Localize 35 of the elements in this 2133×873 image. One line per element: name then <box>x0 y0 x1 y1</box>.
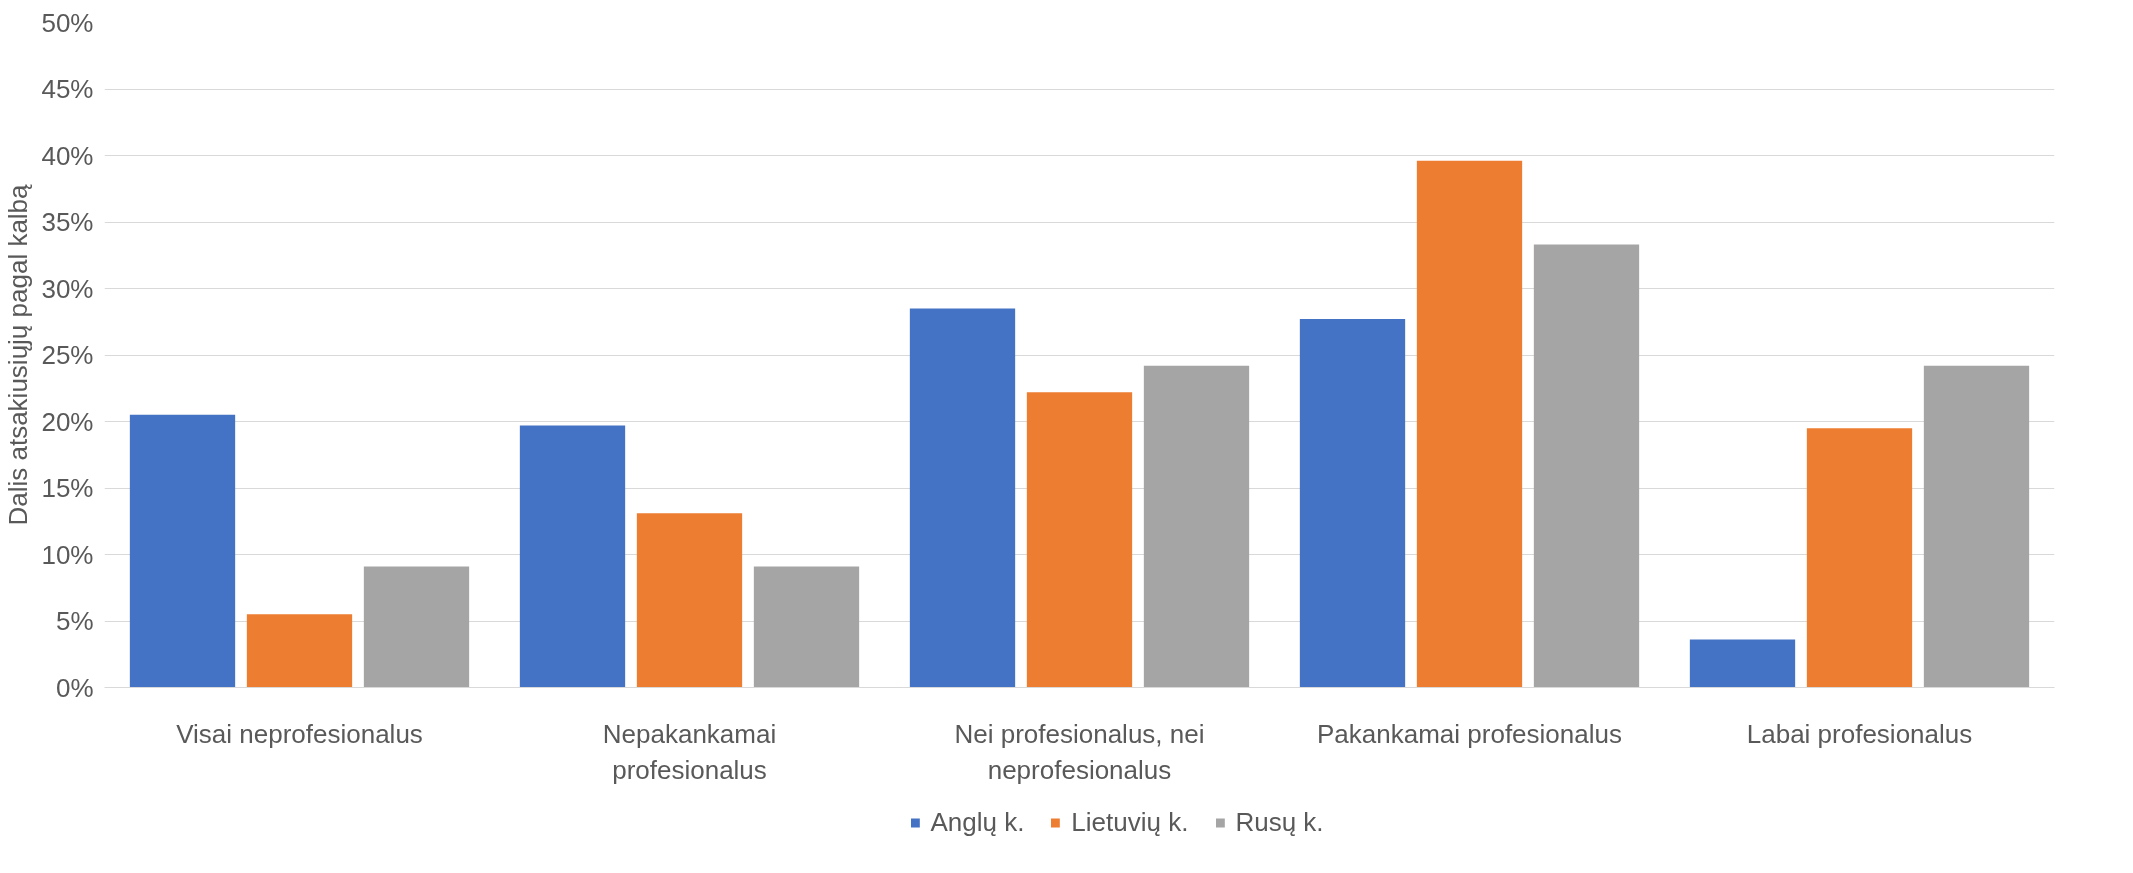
y-tick-label: 10% <box>41 539 94 570</box>
x-tick-label: Nei profesionalus, nei neprofesionalus <box>954 718 1205 785</box>
bar <box>1689 639 1796 688</box>
bar <box>519 425 626 688</box>
y-tick-label: 40% <box>41 140 94 171</box>
bar <box>1806 428 1913 688</box>
y-tick-label: 30% <box>41 273 94 304</box>
bar <box>1923 365 2030 688</box>
x-tick-label: Pakankamai profesionalus <box>1317 718 1622 749</box>
bar <box>1143 365 1250 688</box>
bar <box>1299 319 1406 688</box>
y-axis-title: Dalis atsakiusiųjų pagal kalbą <box>3 183 34 526</box>
y-tick-label: 0% <box>55 672 94 703</box>
y-tick-label: 25% <box>41 340 94 370</box>
bar <box>753 566 860 688</box>
bar <box>909 308 1016 688</box>
legend-label: Anglų k. <box>930 806 1025 838</box>
y-tick-label: 15% <box>41 473 94 503</box>
y-tick-label: 35% <box>41 207 94 237</box>
bar <box>363 566 470 688</box>
bar <box>1416 160 1523 688</box>
y-tick-label: 5% <box>55 606 94 636</box>
bar <box>1533 244 1640 688</box>
y-tick-label: 50% <box>41 7 94 38</box>
bar <box>246 614 353 688</box>
x-tick-label: Labai profesionalus <box>1746 718 1973 749</box>
bar <box>636 513 743 688</box>
y-tick-label: 20% <box>41 406 94 437</box>
bar <box>129 414 236 688</box>
y-tick-label: 45% <box>41 74 94 104</box>
legend-label: Rusų k. <box>1235 806 1324 838</box>
x-tick-label: Nepakankamai profesionalus <box>602 718 777 785</box>
legend-label: Lietuvių k. <box>1071 806 1189 838</box>
x-tick-label: Visai neprofesionalus <box>176 718 423 749</box>
bar <box>1026 392 1133 688</box>
